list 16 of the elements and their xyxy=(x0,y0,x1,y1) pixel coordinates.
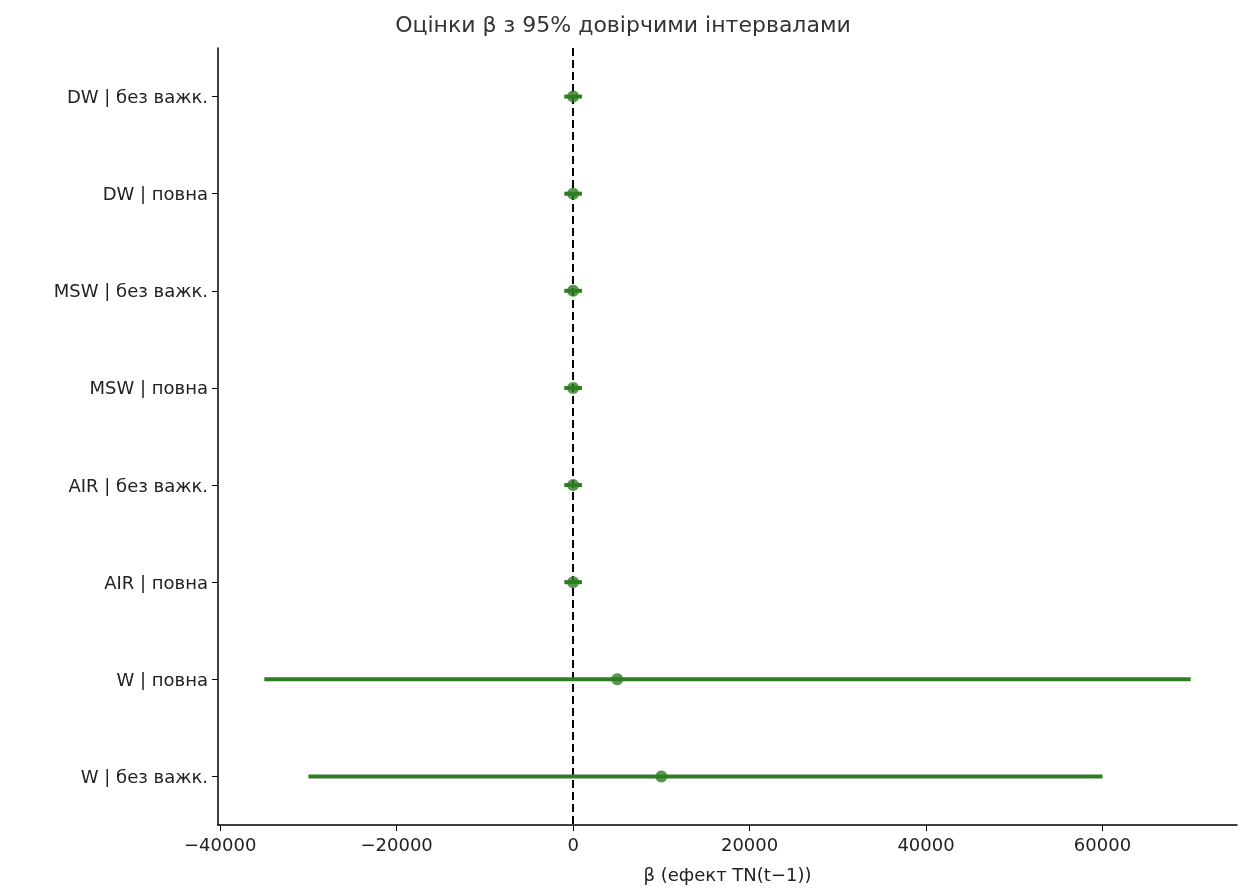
y-tick-label: MSW | без важк. xyxy=(53,280,208,302)
y-tick-label: AIR | без важк. xyxy=(68,474,208,496)
x-tick-label: 40000 xyxy=(897,833,955,855)
chart-title: Оцінки β з 95% довірчими інтервалами xyxy=(395,11,851,37)
y-tick-label: DW | без важк. xyxy=(66,86,208,108)
y-tick-label: W | без важк. xyxy=(80,765,208,787)
y-tick-label: W | повна xyxy=(116,668,208,690)
y-tick-label: DW | повна xyxy=(102,183,208,205)
y-tick-label: MSW | повна xyxy=(89,377,208,399)
x-tick-label: 60000 xyxy=(1073,833,1132,855)
y-tick-label: AIR | повна xyxy=(104,571,208,593)
x-tick-label: −40000 xyxy=(184,833,257,855)
x-axis-title: β (ефект TN(t−1)) xyxy=(643,863,812,885)
x-tick-label: 0 xyxy=(567,833,579,855)
x-tick-label: 20000 xyxy=(720,833,779,855)
x-tick-label: −20000 xyxy=(360,833,433,855)
